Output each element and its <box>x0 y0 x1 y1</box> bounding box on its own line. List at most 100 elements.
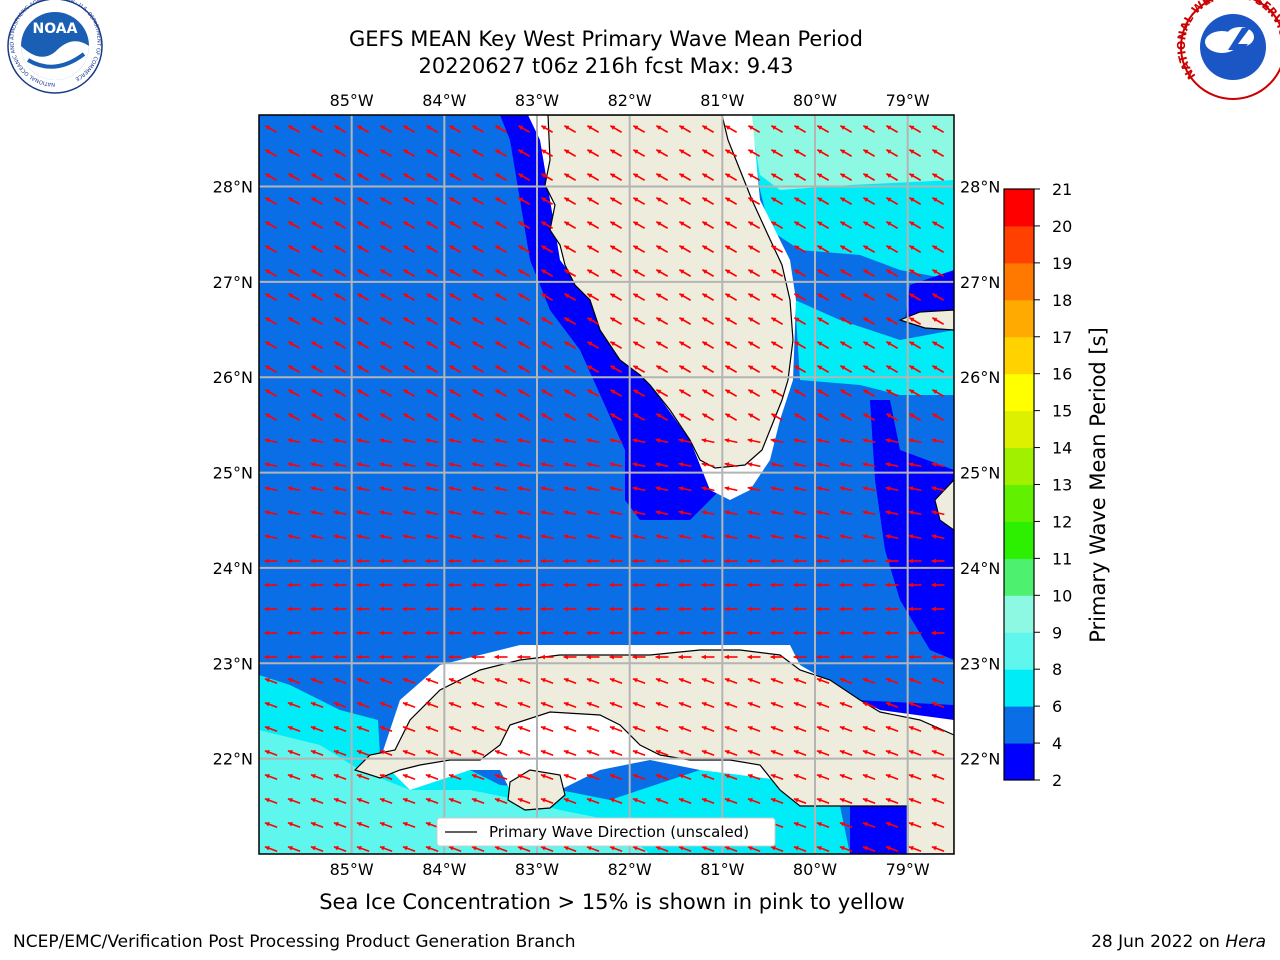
wave-arrow <box>793 726 807 732</box>
wave-arrow <box>931 317 945 325</box>
wave-arrow <box>540 317 554 325</box>
wave-arrow <box>609 245 623 253</box>
wave-arrow <box>264 726 278 732</box>
wave-arrow <box>333 558 347 564</box>
wave-arrow <box>632 365 646 373</box>
wave-arrow <box>839 678 853 684</box>
wave-arrow <box>701 774 715 780</box>
wave-arrow <box>770 582 784 588</box>
wave-arrow <box>724 197 738 205</box>
wave-arrow <box>425 462 439 468</box>
colorbar-segment <box>1004 410 1034 449</box>
wave-arrow <box>862 197 876 205</box>
wave-arrow <box>517 534 531 540</box>
wave-arrow <box>402 438 416 444</box>
wave-arrow <box>908 750 922 756</box>
wave-arrow <box>885 678 899 684</box>
colorbar-tick-label: 8 <box>1052 660 1062 679</box>
wave-arrow <box>448 125 462 133</box>
wave-arrow <box>563 125 577 133</box>
wave-arrow <box>287 630 301 636</box>
wave-arrow <box>678 389 692 397</box>
wave-arrow <box>494 413 508 421</box>
wave-arrow <box>356 341 370 349</box>
wave-arrow <box>333 125 347 133</box>
wave-arrow <box>770 462 784 468</box>
wave-arrow <box>885 582 899 588</box>
wave-arrow <box>402 702 416 708</box>
wave-arrow <box>425 630 439 636</box>
wave-arrow <box>586 510 600 516</box>
wave-arrow <box>931 389 945 397</box>
wave-arrow <box>908 149 922 157</box>
wave-arrow <box>517 798 531 804</box>
wave-arrow <box>839 341 853 349</box>
wave-arrow <box>494 221 508 229</box>
wave-arrow <box>540 438 554 444</box>
wave-arrow <box>701 462 715 468</box>
wave-arrow <box>816 798 830 804</box>
wave-arrow <box>609 654 623 660</box>
wave-arrow <box>678 462 692 468</box>
wave-arrow <box>908 822 922 828</box>
wave-arrow <box>356 438 370 444</box>
wave-arrow <box>678 341 692 349</box>
wave-arrow <box>356 293 370 301</box>
wave-arrow <box>632 413 646 421</box>
wave-arrow <box>839 149 853 157</box>
wave-arrow <box>540 389 554 397</box>
wave-arrow <box>747 125 761 133</box>
lat-tick-left: 26°N <box>213 368 253 387</box>
wave-arrow <box>747 317 761 325</box>
colorbar-tick-label: 16 <box>1052 365 1072 384</box>
wave-arrow <box>471 389 485 397</box>
wave-arrow <box>563 846 577 852</box>
wave-arrow <box>264 510 278 516</box>
wave-arrow <box>885 486 899 492</box>
colorbar-segment <box>1004 299 1034 338</box>
wave-arrow <box>678 245 692 253</box>
wave-arrow <box>333 389 347 397</box>
wave-arrow <box>816 221 830 229</box>
wave-arrow <box>609 462 623 468</box>
wave-arrow <box>678 534 692 540</box>
wave-arrow <box>471 125 485 133</box>
colorbar-segment <box>1004 632 1034 670</box>
wave-arrow <box>425 125 439 133</box>
wave-arrow <box>494 245 508 253</box>
wave-arrow <box>448 726 462 732</box>
wave-arrow <box>816 365 830 373</box>
wave-arrow <box>425 654 439 660</box>
lon-tick-bottom: 82°W <box>608 860 652 879</box>
wave-arrow <box>931 630 945 636</box>
wave-arrow <box>563 774 577 780</box>
wave-arrow <box>471 269 485 277</box>
wave-arrow <box>885 389 899 397</box>
wave-arrow <box>747 654 761 660</box>
wave-arrow <box>655 125 669 133</box>
wave-arrow <box>908 125 922 133</box>
lat-tick-left: 22°N <box>213 750 253 769</box>
wave-arrow <box>793 606 807 612</box>
wave-arrow <box>356 846 370 852</box>
wave-arrow <box>402 486 416 492</box>
wave-arrow <box>310 630 324 636</box>
wave-arrow <box>356 269 370 277</box>
wave-arrow <box>839 798 853 804</box>
wave-arrow <box>494 774 508 780</box>
wave-arrow <box>839 510 853 516</box>
wave-arrow <box>310 365 324 373</box>
wave-arrow <box>724 678 738 684</box>
wave-arrow <box>931 534 945 540</box>
wave-arrow <box>678 293 692 301</box>
wave-arrow <box>655 317 669 325</box>
wave-arrow <box>471 149 485 157</box>
wave-arrow <box>632 702 646 708</box>
wave-arrow <box>471 774 485 780</box>
wave-arrow <box>310 750 324 756</box>
wave-arrow <box>701 678 715 684</box>
wave-arrow <box>333 750 347 756</box>
wave-arrow <box>839 654 853 660</box>
colorbar-tick-label: 17 <box>1052 328 1072 347</box>
wave-arrow <box>402 365 416 373</box>
